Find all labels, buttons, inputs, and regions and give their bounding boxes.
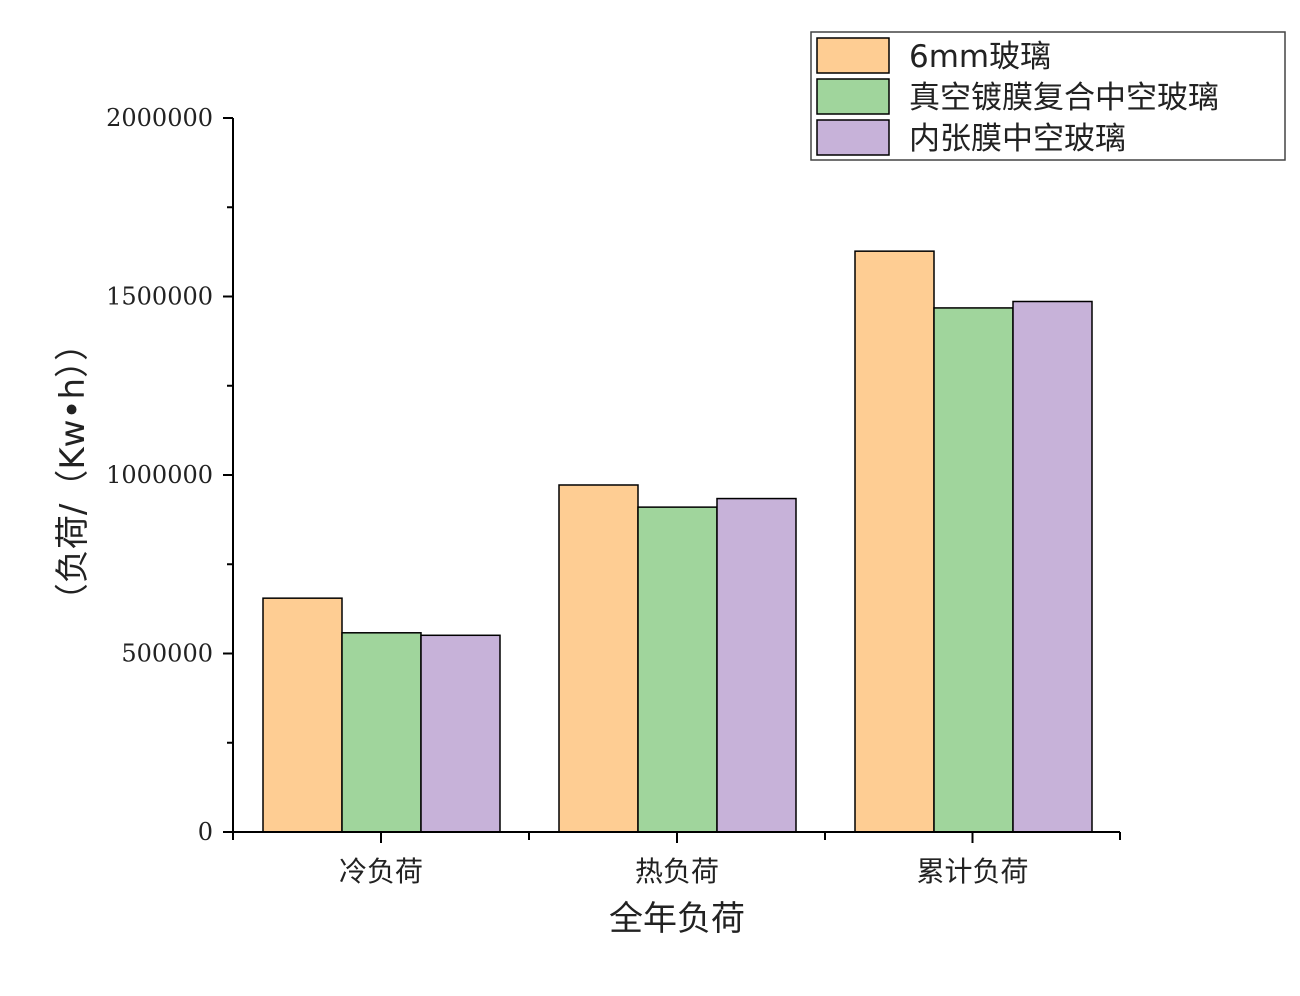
- x-tick-label: 热负荷: [635, 855, 719, 888]
- bar-2-series-2: [637, 506, 718, 833]
- y-tick-labels: 0 500000 1000000 1500000 2000000: [106, 104, 213, 846]
- bar-1-series-1: [262, 597, 343, 833]
- bar-2-series-3: [716, 497, 797, 833]
- legend-swatch-1: [816, 37, 890, 74]
- legend-swatch-3: [816, 119, 890, 156]
- legend-label-2: 真空镀膜复合中空玻璃: [909, 80, 1219, 116]
- bar-1-series-3: [420, 634, 501, 833]
- x-category-labels: 冷负荷 热负荷 累计负荷: [339, 855, 1029, 888]
- y-tick-label: 500000: [121, 640, 213, 668]
- y-tick-label: 0: [198, 818, 213, 846]
- legend-label-3: 内张膜中空玻璃: [909, 121, 1126, 157]
- bar-2-series-1: [558, 484, 639, 833]
- y-axis-title: （负荷/（Kw•h））: [53, 327, 93, 617]
- bars-group: [262, 250, 1093, 833]
- x-axis-title: 全年负荷: [609, 899, 745, 939]
- y-tick-label: 1000000: [106, 461, 213, 489]
- y-tick-label: 1500000: [106, 283, 213, 311]
- bar-1-series-2: [341, 632, 422, 833]
- bar-3-series-3: [1012, 300, 1093, 833]
- axes-group: [223, 117, 1121, 843]
- legend-box: [810, 31, 1286, 161]
- y-tick-label: 2000000: [106, 104, 213, 132]
- bar-3-series-1: [854, 250, 935, 833]
- legend-swatch-2: [816, 78, 890, 115]
- x-tick-label: 冷负荷: [339, 855, 423, 888]
- bar-3-series-2: [933, 307, 1014, 833]
- x-tick-label: 累计负荷: [916, 855, 1028, 888]
- legend-label-1: 6mm玻璃: [909, 39, 1051, 75]
